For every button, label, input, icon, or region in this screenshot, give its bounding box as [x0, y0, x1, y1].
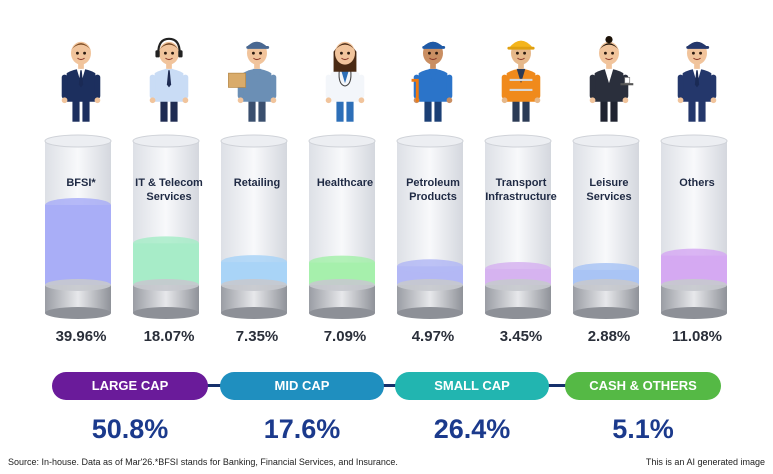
- sector-fill-surface: [309, 255, 375, 270]
- sector-label: Leisure Services: [557, 176, 661, 204]
- sector-tube: [572, 134, 640, 320]
- sector-label-line: Petroleum: [406, 177, 460, 189]
- fuel-attendant-avatar-icon: [403, 12, 463, 140]
- sector-fill-surface: [661, 248, 727, 263]
- sector-fill-surface: [573, 262, 639, 277]
- sector-label: Retailing: [205, 176, 309, 190]
- sector-5: Transport Infrastructure 3.45%: [475, 0, 567, 350]
- it-support-avatar-icon: [139, 12, 199, 140]
- sector-label-line: Products: [409, 191, 457, 203]
- sector-fill-surface: [397, 259, 463, 274]
- sector-fill-surface: [133, 236, 199, 251]
- sector-tube: [44, 134, 112, 320]
- source-note: Source: In-house. Data as of Mar'26.*BFS…: [8, 457, 398, 467]
- sector-label: Transport Infrastructure: [469, 176, 573, 204]
- sector-percentage: 4.97%: [411, 328, 455, 345]
- sector-label-line: Services: [146, 191, 192, 203]
- sector-0: BFSI* 39.96%: [35, 0, 127, 350]
- doctor-avatar-icon: [315, 12, 375, 140]
- construction-worker-avatar-icon: [491, 12, 551, 140]
- sector-label: Others: [645, 176, 749, 190]
- sector-label: Healthcare: [293, 176, 397, 190]
- banker-avatar-icon: [51, 12, 111, 140]
- delivery-worker-avatar-icon: [227, 12, 287, 140]
- market-cap-pill-1: MID CAP: [220, 372, 384, 400]
- sector-label-line: Services: [586, 191, 632, 203]
- sector-1: IT & Telecom Services 18.07%: [123, 0, 215, 350]
- hospitality-server-avatar-icon: [579, 12, 639, 140]
- market-cap-pill-0: LARGE CAP: [52, 372, 208, 400]
- sector-2: Retailing 7.35%: [211, 0, 303, 350]
- market-cap-timeline-line: [200, 384, 570, 387]
- sector-label-line: Transport: [495, 177, 547, 189]
- sector-tube: [484, 134, 552, 320]
- ai-image-disclaimer: This is an AI generated image: [645, 457, 765, 467]
- sector-fill-surface: [45, 198, 111, 212]
- sector-label: IT & Telecom Services: [117, 176, 221, 204]
- sector-label: BFSI*: [29, 176, 133, 190]
- sector-percentage: 7.09%: [323, 328, 367, 345]
- sector-percentage: 39.96%: [55, 328, 107, 345]
- sector-label-line: IT & Telecom: [135, 177, 203, 189]
- sector-fill-surface: [221, 255, 287, 270]
- market-cap-pill-3: CASH & OTHERS: [565, 372, 721, 400]
- sector-tube: [132, 134, 200, 320]
- sector-4: Petroleum Products 4.97%: [387, 0, 479, 350]
- sector-label-line: Leisure: [589, 177, 629, 189]
- sector-3: Healthcare 7.09%: [299, 0, 391, 350]
- sector-6: Leisure Services 2.88%: [563, 0, 655, 350]
- sector-fill-surface: [485, 261, 551, 276]
- sector-percentage: 11.08%: [671, 328, 723, 345]
- sector-label-line: Infrastructure: [485, 191, 557, 203]
- sector-tube: [308, 134, 376, 320]
- sector-tube: [396, 134, 464, 320]
- market-cap-value: 17.6%: [263, 414, 341, 444]
- sector-label-line: Healthcare: [316, 177, 374, 189]
- sector-7: Others 11.08%: [651, 0, 743, 350]
- officer-avatar-icon: [667, 12, 727, 140]
- sector-label-line: Others: [679, 177, 715, 189]
- sector-tube: [660, 134, 728, 320]
- market-cap-value: 5.1%: [612, 414, 674, 444]
- sector-label: Petroleum Products: [381, 176, 485, 204]
- sector-percentage: 18.07%: [143, 328, 195, 345]
- sector-percentage: 2.88%: [587, 328, 631, 345]
- sector-label-line: BFSI*: [66, 177, 96, 189]
- sector-percentage: 7.35%: [235, 328, 279, 345]
- market-cap-value: 26.4%: [433, 414, 511, 444]
- sector-percentage: 3.45%: [499, 328, 543, 345]
- market-cap-value: 50.8%: [91, 414, 169, 444]
- sector-label-line: Retailing: [233, 177, 281, 189]
- market-cap-pill-2: SMALL CAP: [395, 372, 549, 400]
- sector-tube: [220, 134, 288, 320]
- sector-fill-bar: [45, 205, 111, 285]
